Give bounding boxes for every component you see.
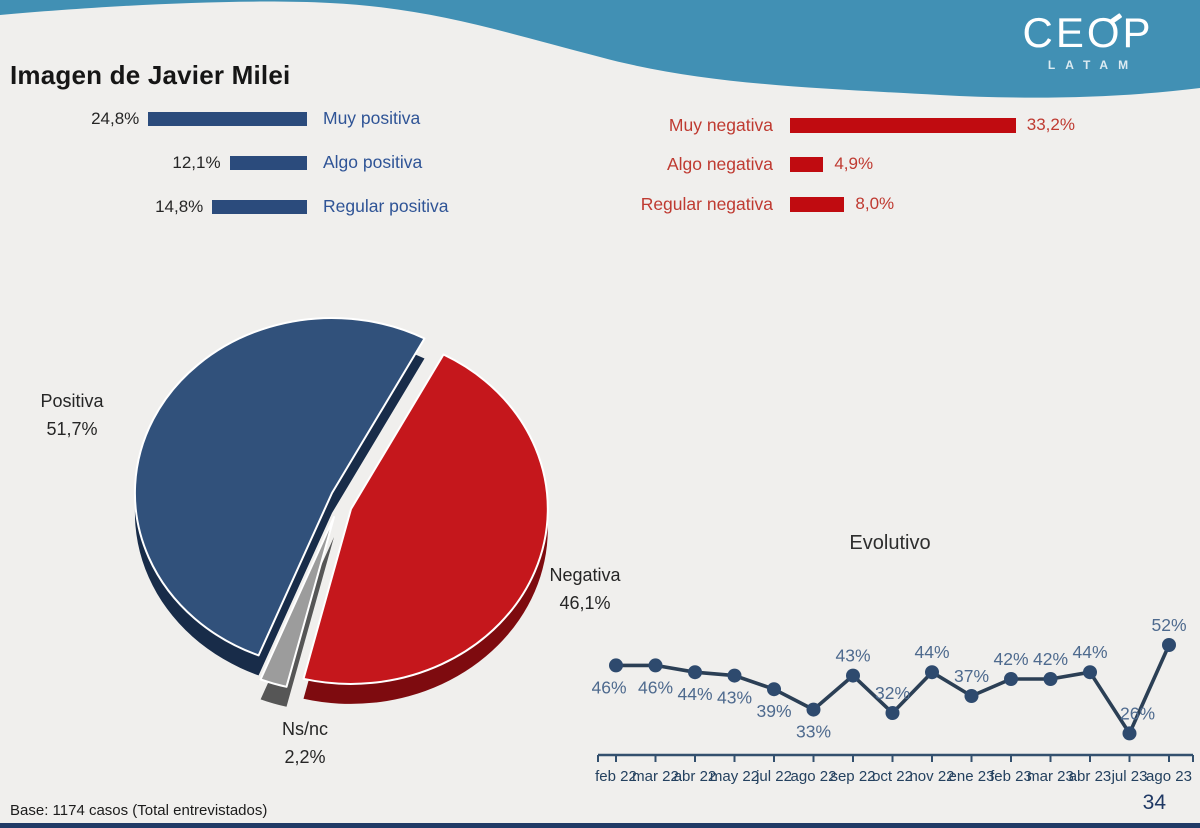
- data-point-jul-22: [767, 682, 781, 697]
- bar: [790, 118, 1016, 133]
- page-title: Imagen de Javier Milei: [10, 60, 291, 90]
- bar-label: Algo positiva: [323, 152, 423, 172]
- point-value-label: 39%: [756, 701, 791, 721]
- data-point-ago-22: [806, 702, 821, 717]
- bar: [212, 200, 307, 214]
- x-axis-label: ago 23: [1146, 768, 1192, 785]
- pie-label-negativa-value: 46,1%: [559, 592, 611, 613]
- point-value-label: 44%: [1072, 642, 1107, 662]
- logo-subtext: LATAM: [1047, 58, 1139, 72]
- bar-label: Algo negativa: [666, 154, 773, 174]
- x-axis-label: abr 23: [1069, 768, 1112, 785]
- data-point-mar-22: [648, 658, 663, 673]
- bar-value: 4,9%: [834, 154, 874, 173]
- pie-label-nsnc: Ns/nc 2,2%: [240, 716, 370, 772]
- evolutivo-title: Evolutivo: [849, 532, 931, 554]
- data-point-nov-22: [925, 665, 939, 680]
- data-point-ago-23: [1162, 638, 1176, 652]
- bar: [148, 112, 307, 126]
- bar-row: 12,1%: [0, 148, 307, 178]
- bar: [790, 157, 824, 172]
- data-point-may-22: [727, 668, 742, 683]
- x-axis-label: sep 22: [830, 768, 875, 785]
- bar-row: 14,8%: [0, 192, 307, 222]
- point-value-label: 33%: [796, 722, 831, 742]
- bar-value: 12,1%: [172, 153, 221, 172]
- data-point-abr-23: [1083, 665, 1097, 680]
- pie-label-nsnc-value: 2,2%: [284, 746, 326, 767]
- base-note: Base: 1174 casos (Total entrevistados): [10, 802, 268, 819]
- pie-chart: [133, 316, 549, 707]
- point-value-label: 44%: [914, 642, 949, 662]
- x-axis-label: may 22: [710, 768, 759, 785]
- point-value-label: 46%: [592, 677, 627, 697]
- pie-label-nsnc-name: Ns/nc: [281, 719, 328, 739]
- bar-value: 8,0%: [855, 194, 895, 213]
- bar-value: 33,2%: [1026, 115, 1075, 134]
- header-wave-shape: [0, 0, 1200, 98]
- header-wave: [0, 0, 1200, 98]
- bar-label: Muy positiva: [323, 108, 421, 128]
- x-axis-label: mar 22: [632, 768, 679, 785]
- data-point-mar-23: [1043, 672, 1058, 686]
- pie-slice-nsnc: [259, 516, 335, 688]
- data-point-ene-23: [964, 689, 979, 703]
- bar-label: Muy negativa: [668, 115, 773, 135]
- x-axis-label: feb 22: [595, 768, 637, 785]
- point-value-label: 42%: [1033, 649, 1068, 669]
- x-axis-label: oct 22: [872, 768, 913, 785]
- pie-slice-positiva: [133, 316, 426, 657]
- point-value-label: 46%: [638, 677, 673, 697]
- pie-label-positiva: Positiva 51,7%: [7, 388, 137, 444]
- pie-label-positiva-value: 51,7%: [46, 418, 98, 439]
- bar: [229, 156, 307, 170]
- evolutivo-line-chart: 46% 46% 44% 43%39%33%43%32%44%37%42% 42% 44%2…: [592, 615, 1194, 785]
- bar-value: 24,8%: [91, 109, 140, 128]
- point-value-label: 43%: [835, 646, 870, 666]
- point-value-label: 37%: [954, 666, 989, 686]
- x-axis-label: abr 22: [674, 768, 717, 785]
- bar-value: 14,8%: [155, 197, 204, 216]
- point-value-label: 52%: [1151, 615, 1186, 635]
- bar-label: Regular positiva: [323, 196, 449, 216]
- pie-slice-negativa: [302, 353, 549, 685]
- x-axis-label: ene 23: [949, 768, 995, 785]
- x-axis-label: mar 23: [1027, 768, 1074, 785]
- x-axis-label: feb 23: [990, 768, 1032, 785]
- page-number: 34: [1142, 791, 1166, 814]
- point-value-label: 43%: [717, 688, 752, 708]
- logo-text: CEOP: [1022, 9, 1154, 56]
- pie-label-negativa: Negativa 46,1%: [520, 562, 650, 618]
- pie-label-negativa-name: Negativa: [549, 565, 621, 585]
- bar-row: 24,8%: [0, 104, 307, 134]
- brand-logo: CEOP LATAM: [998, 9, 1178, 73]
- footer-strip: [0, 823, 1200, 828]
- pie-label-positiva-name: Positiva: [40, 391, 104, 411]
- data-point-feb-22: [609, 658, 623, 673]
- x-axis-label: jul 22: [755, 768, 792, 785]
- point-value-label: 32%: [875, 683, 910, 703]
- data-point-sep-22: [846, 668, 860, 683]
- data-point-oct-22: [885, 706, 900, 720]
- point-value-label: 42%: [993, 649, 1028, 669]
- x-axis-label: jul 23: [1111, 768, 1148, 785]
- point-value-label: 26%: [1120, 703, 1155, 723]
- bar-label: Regular negativa: [640, 194, 773, 214]
- point-value-label: 44%: [677, 684, 712, 704]
- x-axis-label: nov 22: [909, 768, 954, 785]
- bar: [790, 197, 845, 212]
- data-point-abr-22: [688, 665, 702, 680]
- x-axis-label: ago 22: [791, 768, 837, 785]
- data-point-jul-23: [1122, 726, 1137, 741]
- data-point-feb-23: [1004, 672, 1018, 686]
